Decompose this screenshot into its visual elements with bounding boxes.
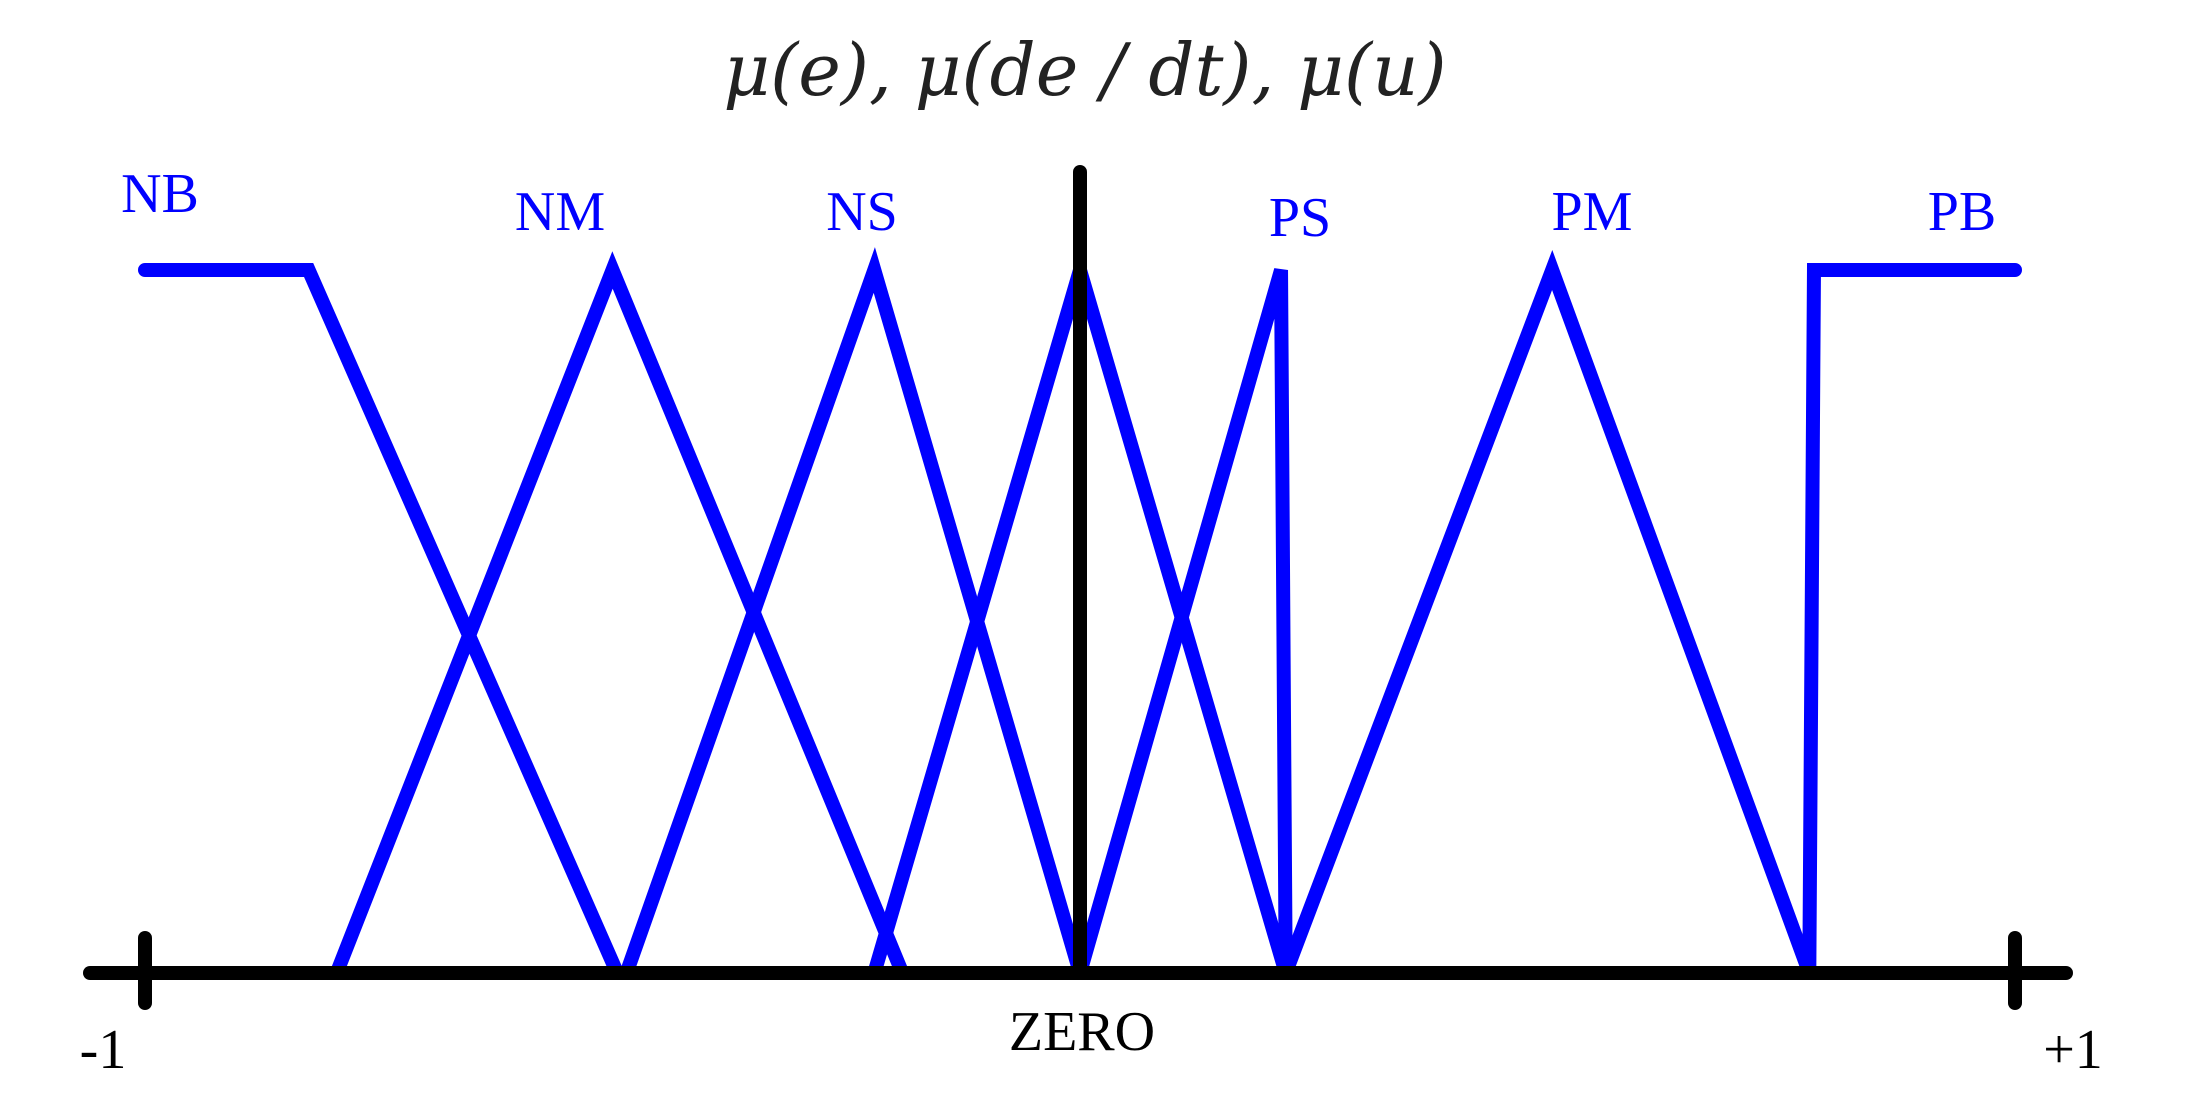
mf-ns <box>619 247 1087 980</box>
axis-center-label: ZERO <box>1009 1001 1155 1063</box>
diagram-title: μ(e), μ(de / dt), μ(u) <box>723 28 1446 112</box>
label-nm: NM <box>515 181 605 243</box>
mf-ps <box>1073 268 1293 980</box>
mf-nm <box>329 251 910 980</box>
label-ns: NS <box>826 181 898 243</box>
label-pm: PM <box>1552 181 1633 243</box>
axis-max-label: +1 <box>2043 1019 2103 1081</box>
label-pb: PB <box>1928 181 1997 243</box>
mf-pm <box>1278 249 1817 980</box>
mf-pb <box>1802 263 2022 980</box>
mf-nb <box>138 263 625 980</box>
membership-functions <box>138 245 2022 980</box>
axis-min-label: -1 <box>80 1019 127 1081</box>
label-ps: PS <box>1269 187 1331 249</box>
label-nb: NB <box>121 163 199 225</box>
